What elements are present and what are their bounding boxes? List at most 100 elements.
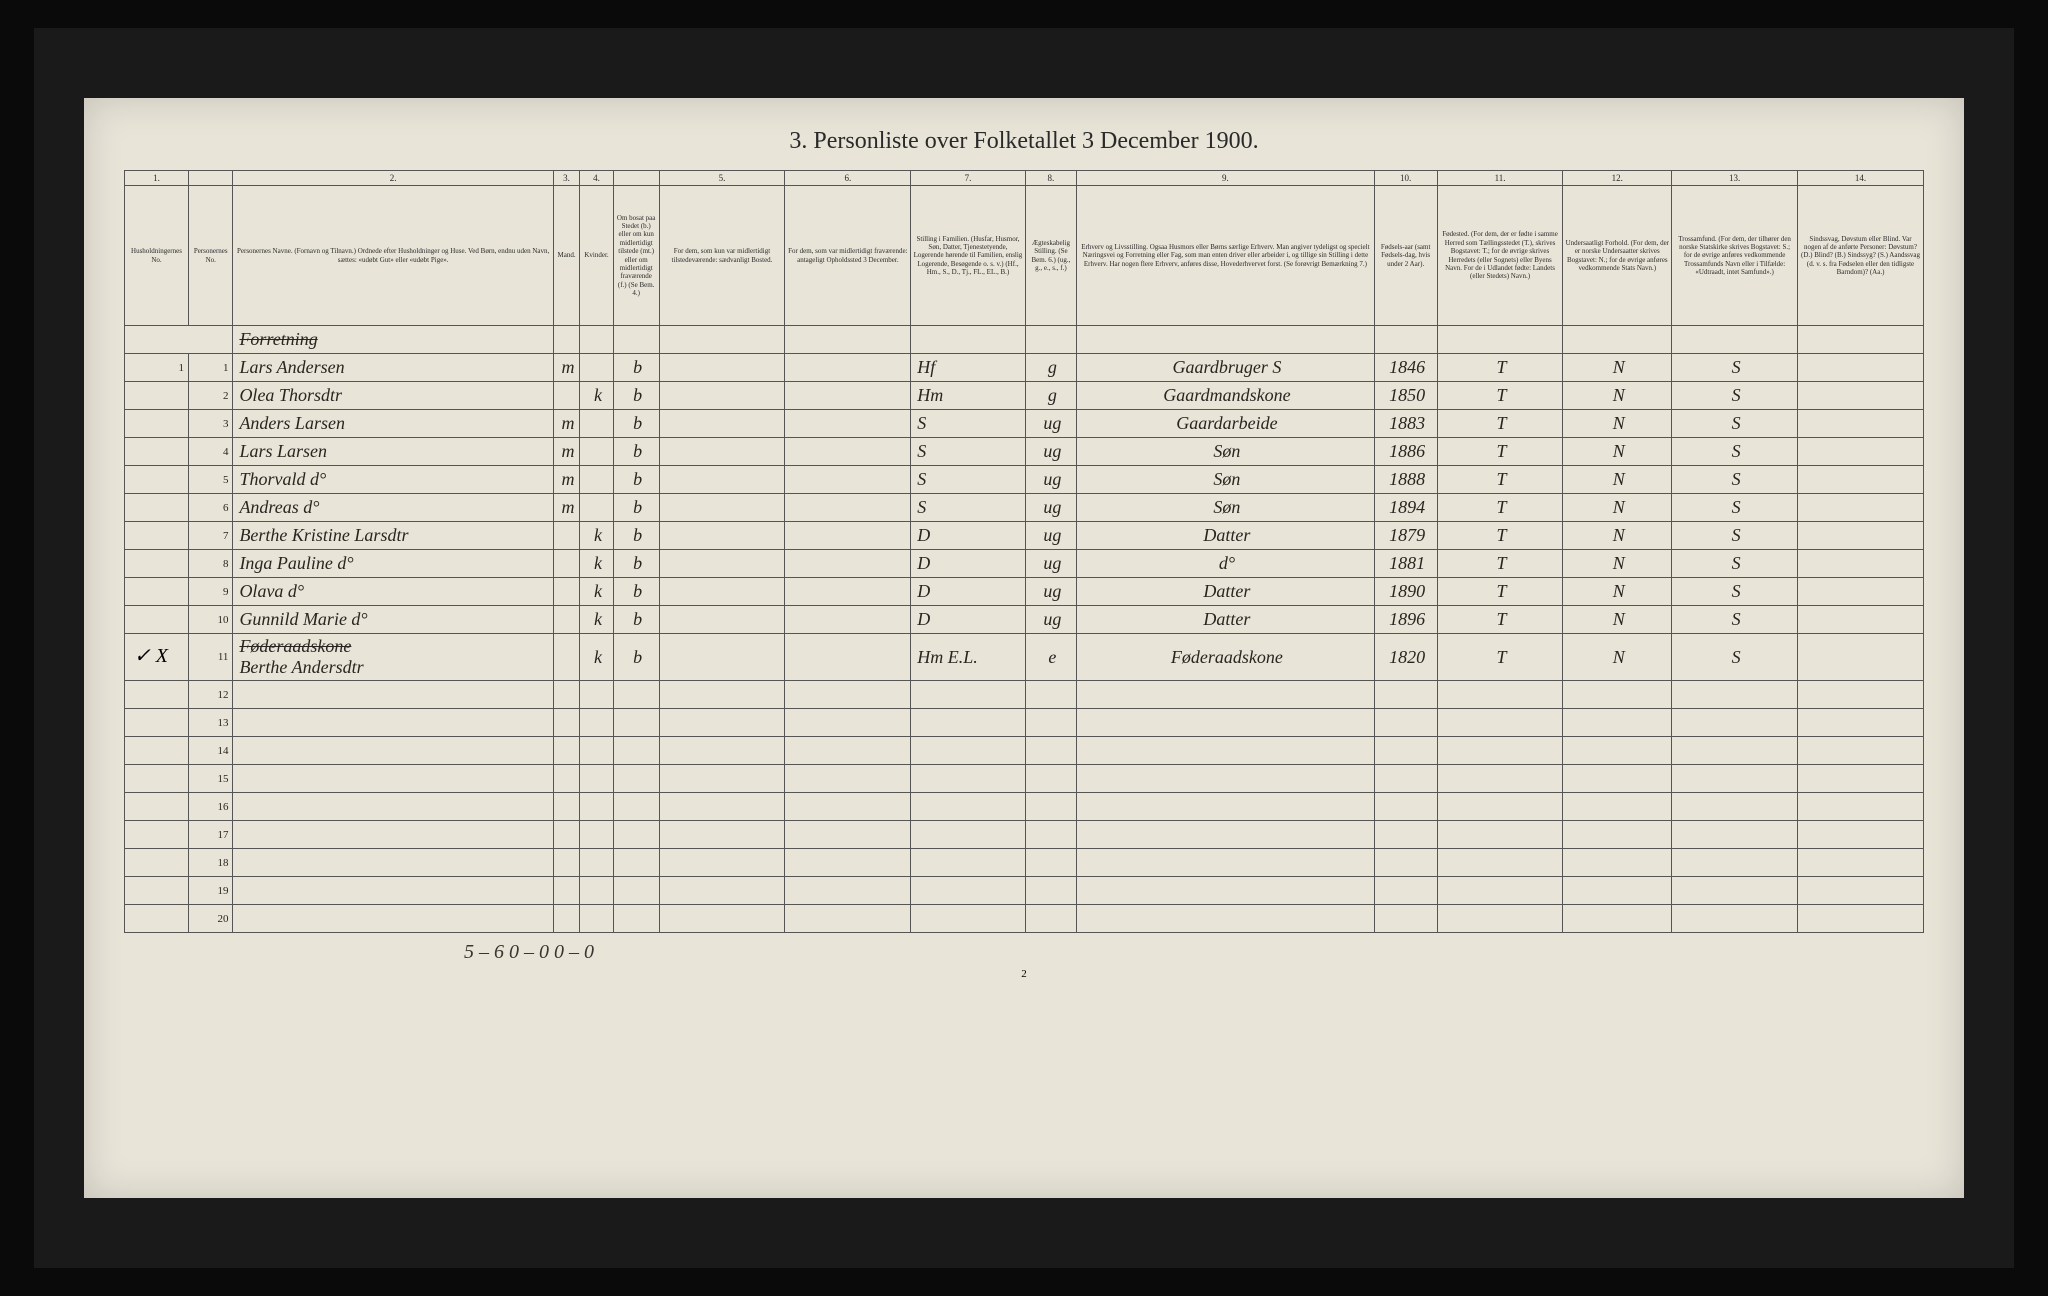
cell (233, 793, 553, 821)
col-header: Personernes No. (189, 186, 233, 326)
empty-row: 19 (125, 877, 1924, 905)
cell (580, 410, 614, 438)
cell (125, 578, 189, 606)
cell: k (580, 550, 614, 578)
footer-tally: 5 – 6 0 – 0 0 – 0 (124, 941, 1924, 964)
cell: Søn (1077, 466, 1375, 494)
col-header: Erhverv og Livsstilling. Ogsaa Husmors e… (1077, 186, 1375, 326)
cell: N (1563, 606, 1672, 634)
cell: Søn (1077, 494, 1375, 522)
col-number: 1. (125, 171, 189, 186)
col-header: Mand. (553, 186, 579, 326)
cell (659, 877, 785, 905)
cell: Gaardarbeide (1077, 410, 1375, 438)
cell (785, 522, 911, 550)
cell (1025, 709, 1076, 737)
cell: 17 (189, 821, 233, 849)
cell (659, 821, 785, 849)
cell (553, 606, 579, 634)
cell: 1879 (1374, 522, 1437, 550)
cell: N (1563, 578, 1672, 606)
cell (1077, 849, 1375, 877)
table-row: 7Berthe Kristine LarsdtrkbDugDatter1879T… (125, 522, 1924, 550)
col-number (189, 171, 233, 186)
document-title: 3. Personliste over Folketallet 3 Decemb… (124, 128, 1924, 155)
cell (1672, 681, 1798, 709)
cell: b (613, 354, 659, 382)
cell: S (1672, 382, 1798, 410)
cell: 1894 (1374, 494, 1437, 522)
cell: b (613, 382, 659, 410)
cell (580, 709, 614, 737)
cell (1672, 765, 1798, 793)
cell: b (613, 550, 659, 578)
cell (580, 793, 614, 821)
cell: ug (1025, 550, 1076, 578)
cell (125, 821, 189, 849)
cell: 3 (189, 410, 233, 438)
column-number-row: 1.2.3.4.5.6.7.8.9.10.11.12.13.14. (125, 171, 1924, 186)
cell (785, 466, 911, 494)
cell (1374, 765, 1437, 793)
cell (659, 466, 785, 494)
cell (911, 737, 1025, 765)
cell: T (1437, 550, 1563, 578)
cell (1025, 849, 1076, 877)
cell (785, 606, 911, 634)
cell: m (553, 354, 579, 382)
cell: D (911, 606, 1025, 634)
cell (1374, 709, 1437, 737)
col-number (613, 171, 659, 186)
cell: T (1437, 634, 1563, 681)
cell (580, 354, 614, 382)
cell: k (580, 634, 614, 681)
cell (553, 877, 579, 905)
cell (659, 494, 785, 522)
cell: 14 (189, 737, 233, 765)
col-header: Sindssvag, Døvstum eller Blind. Var noge… (1798, 186, 1924, 326)
cell: 1820 (1374, 634, 1437, 681)
cell (785, 709, 911, 737)
cell: b (613, 494, 659, 522)
table-row: 2Olea ThorsdtrkbHmgGaardmandskone1850TNS (125, 382, 1924, 410)
cell: b (613, 606, 659, 634)
cell: 1846 (1374, 354, 1437, 382)
cell (1798, 578, 1924, 606)
cell (1374, 793, 1437, 821)
cell (125, 849, 189, 877)
cell (785, 877, 911, 905)
cell: 10 (189, 606, 233, 634)
cell: ug (1025, 438, 1076, 466)
cell (125, 550, 189, 578)
cell: N (1563, 494, 1672, 522)
cell (1025, 681, 1076, 709)
cell (1077, 681, 1375, 709)
census-table: 1.2.3.4.5.6.7.8.9.10.11.12.13.14. Hushol… (124, 170, 1924, 933)
table-row: 11FøderaadskoneBerthe AndersdtrkbHm E.L.… (125, 634, 1924, 681)
cell: N (1563, 354, 1672, 382)
cell: S (911, 466, 1025, 494)
cell: T (1437, 354, 1563, 382)
cell (553, 578, 579, 606)
col-header: Personernes Navne. (Fornavn og Tilnavn.)… (233, 186, 553, 326)
cell (613, 681, 659, 709)
col-number: 8. (1025, 171, 1076, 186)
cell (1437, 793, 1563, 821)
cell (785, 578, 911, 606)
cell: k (580, 606, 614, 634)
col-header: Kvinder. (580, 186, 614, 326)
cell (1437, 765, 1563, 793)
cell (553, 821, 579, 849)
cell (1437, 737, 1563, 765)
table-row: 4Lars LarsenmbSugSøn1886TNS (125, 438, 1924, 466)
table-row: 3Anders LarsenmbSugGaardarbeide1883TNS (125, 410, 1924, 438)
table-row: 5Thorvald d°mbSugSøn1888TNS (125, 466, 1924, 494)
cell: Søn (1077, 438, 1375, 466)
cell: 1888 (1374, 466, 1437, 494)
cell: 5 (189, 466, 233, 494)
cell: Datter (1077, 578, 1375, 606)
cell (1798, 354, 1924, 382)
empty-row: 16 (125, 793, 1924, 821)
cell (911, 681, 1025, 709)
cell (1798, 634, 1924, 681)
